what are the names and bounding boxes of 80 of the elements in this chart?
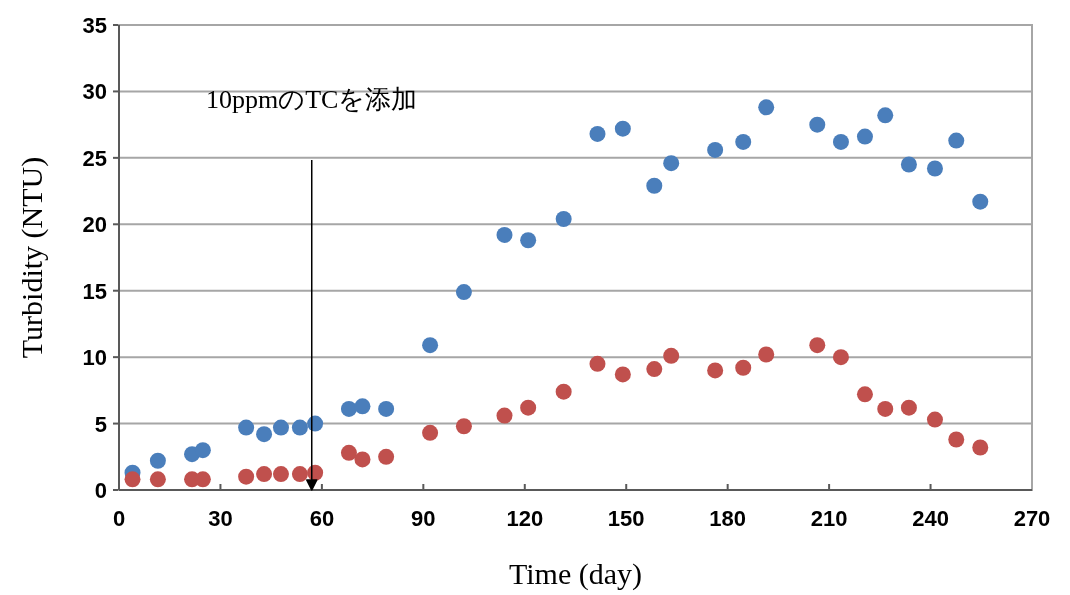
- point: [555, 383, 572, 400]
- point: [340, 444, 357, 461]
- point: [272, 419, 289, 436]
- point: [758, 346, 775, 363]
- point: [291, 466, 308, 483]
- point: [707, 362, 724, 379]
- point: [948, 132, 965, 149]
- y-tick-label: 15: [82, 278, 107, 304]
- point: [238, 468, 255, 485]
- ref-line-label: 10ppmのTCを添加: [206, 85, 418, 114]
- point: [354, 451, 371, 468]
- point: [926, 411, 943, 428]
- x-tick-label: 120: [506, 506, 544, 531]
- point: [272, 466, 289, 483]
- point: [589, 355, 606, 372]
- x-tick-label: 60: [309, 506, 335, 531]
- point: [707, 141, 724, 158]
- x-axis-title: Time (day): [508, 557, 643, 591]
- point: [646, 177, 663, 194]
- x-tick-label: 240: [912, 506, 949, 531]
- point: [856, 128, 873, 145]
- point: [256, 426, 273, 443]
- x-tick-label: 0: [112, 506, 126, 531]
- point: [194, 442, 211, 459]
- point: [455, 284, 472, 301]
- point: [256, 466, 273, 483]
- x-tick-label: 210: [810, 506, 848, 531]
- point: [340, 400, 357, 417]
- point: [124, 471, 141, 488]
- x-tick-label: 90: [411, 506, 436, 531]
- point: [149, 452, 166, 469]
- point: [900, 156, 917, 173]
- point: [926, 160, 943, 177]
- point: [149, 471, 166, 488]
- point: [520, 399, 537, 416]
- point: [663, 155, 680, 172]
- point: [455, 418, 472, 435]
- x-tick-label: 270: [1013, 506, 1051, 531]
- point: [758, 99, 775, 116]
- point: [354, 398, 371, 415]
- y-axis-title: Turbidity (NTU): [15, 156, 49, 359]
- point: [496, 226, 513, 243]
- point: [972, 193, 989, 210]
- point: [856, 386, 873, 403]
- y-tick-label: 30: [82, 79, 107, 105]
- y-tick-label: 35: [82, 13, 107, 38]
- point: [646, 361, 663, 378]
- point: [589, 125, 606, 142]
- point: [735, 359, 752, 376]
- point: [520, 232, 537, 249]
- point: [877, 107, 894, 124]
- point: [900, 399, 917, 416]
- point: [663, 347, 680, 364]
- point: [832, 133, 849, 150]
- y-tick-label: 25: [82, 145, 107, 171]
- point: [735, 133, 752, 150]
- x-tick-label: 180: [709, 506, 747, 531]
- x-tick-label: 150: [607, 506, 645, 531]
- point: [555, 210, 572, 227]
- point: [614, 120, 631, 137]
- point: [972, 439, 989, 456]
- point: [496, 407, 513, 424]
- point: [378, 448, 395, 465]
- point: [832, 349, 849, 366]
- y-tick-label: 0: [94, 478, 107, 503]
- point: [422, 337, 439, 354]
- point: [809, 116, 826, 133]
- point: [422, 424, 439, 441]
- point: [307, 415, 324, 432]
- point: [948, 431, 965, 448]
- point: [238, 419, 255, 436]
- point: [809, 337, 826, 354]
- point: [877, 400, 894, 417]
- x-tick-label: 30: [208, 506, 233, 531]
- point: [291, 419, 308, 436]
- point: [614, 366, 631, 383]
- point: [378, 400, 395, 417]
- y-tick-label: 5: [94, 411, 107, 437]
- y-tick-label: 10: [82, 345, 107, 371]
- y-tick-label: 20: [82, 212, 107, 238]
